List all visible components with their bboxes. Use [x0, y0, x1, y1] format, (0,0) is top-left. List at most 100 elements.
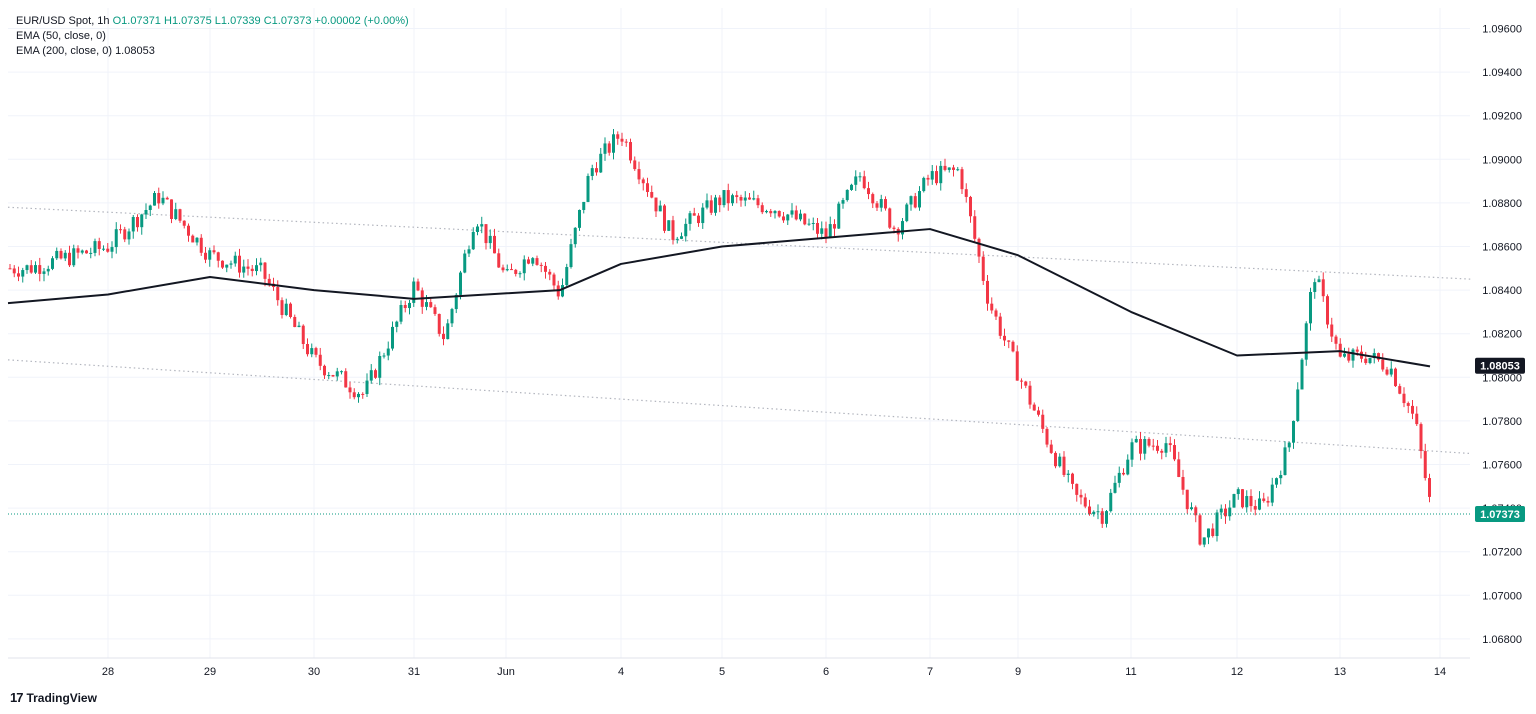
candle-body: [246, 266, 250, 269]
candle-body: [1224, 508, 1227, 517]
price-tick-label: 1.09000: [1482, 154, 1522, 166]
candle-body: [620, 138, 624, 142]
candle-body: [803, 213, 807, 225]
candle-body: [905, 204, 909, 222]
candle-body: [1020, 380, 1023, 382]
candle-body: [102, 248, 105, 250]
legend-open: O1.07371: [112, 15, 161, 27]
candle-body: [429, 302, 433, 308]
candle-body: [276, 287, 280, 301]
candle-body: [89, 252, 93, 254]
candle-body: [127, 231, 131, 240]
time-tick-label: 11: [1125, 666, 1136, 678]
time-tick-label: 5: [719, 666, 725, 678]
candle-body: [837, 203, 841, 229]
candle-body: [769, 211, 773, 214]
candle-body: [624, 141, 628, 143]
candle-body: [862, 176, 866, 189]
candle-body: [1028, 385, 1032, 405]
candle-body: [335, 371, 339, 377]
candle-body: [1364, 358, 1368, 364]
candle-body: [650, 192, 654, 198]
candle-body: [1024, 381, 1028, 386]
candle-body: [680, 236, 683, 239]
candle-body: [1423, 451, 1427, 479]
time-tick-label: 13: [1334, 666, 1346, 678]
candle-body: [998, 316, 1002, 336]
candle-body: [318, 354, 322, 366]
legend-ema50[interactable]: EMA (50, close, 0): [16, 29, 409, 44]
legend-high: H1.07375: [164, 15, 212, 27]
candle-body: [1415, 413, 1419, 425]
candle-body: [697, 215, 700, 224]
candle-body: [119, 229, 122, 231]
candle-body: [148, 205, 152, 210]
price-tick-label: 1.09400: [1482, 67, 1522, 79]
candle-body: [1381, 359, 1385, 370]
candle-body: [29, 265, 33, 273]
candle-body: [964, 189, 968, 197]
candle-body: [361, 393, 365, 395]
candle-body: [752, 198, 756, 200]
candle-body: [913, 196, 917, 208]
candle-body: [1117, 472, 1121, 483]
candle-body: [221, 260, 224, 268]
candle-body: [484, 224, 488, 244]
candle-body: [922, 177, 926, 192]
candle-body: [952, 167, 955, 170]
candle-body: [208, 250, 212, 260]
candle-body: [408, 302, 411, 309]
candle-body: [820, 228, 824, 234]
candle-body: [667, 220, 671, 231]
candle-body: [1058, 456, 1062, 467]
candle-body: [824, 228, 828, 238]
candle-body: [663, 205, 666, 231]
price-tick-label: 1.07800: [1482, 416, 1522, 428]
candles: [8, 129, 1431, 548]
candle-body: [212, 250, 216, 253]
candle-body: [1368, 358, 1372, 364]
candle-body: [161, 197, 165, 204]
candle-body: [1309, 291, 1312, 324]
candle-body: [399, 305, 403, 322]
candle-body: [629, 142, 632, 161]
tradingview-logo[interactable]: 17 TradingView: [10, 690, 97, 705]
candle-body: [799, 213, 802, 220]
candle-body: [76, 248, 80, 253]
candle-body: [1389, 368, 1393, 375]
candle-body: [1202, 537, 1206, 545]
candle-body: [144, 209, 148, 215]
candle-body: [182, 220, 186, 226]
candle-body: [501, 267, 505, 271]
time-tick-label: 31: [408, 666, 420, 678]
candle-body: [1402, 393, 1406, 404]
candle-body: [1130, 442, 1134, 460]
candle-body: [21, 270, 25, 277]
candle-body: [943, 165, 947, 170]
candle-body: [569, 244, 573, 268]
candle-body: [17, 273, 20, 277]
candle-body: [1207, 528, 1210, 538]
candle-body: [263, 262, 267, 279]
candle-body: [331, 375, 335, 377]
legend-ema200[interactable]: EMA (200, close, 0) 1.08053: [16, 44, 409, 59]
candle-body: [505, 269, 509, 271]
candle-body: [301, 325, 305, 345]
candle-body: [888, 208, 892, 228]
candle-body: [267, 278, 271, 284]
candle-body: [454, 294, 458, 310]
candle-body: [1062, 456, 1066, 475]
last-price-badge-box: [1475, 505, 1525, 522]
price-tick-label: 1.08400: [1482, 285, 1522, 297]
candle-body: [1134, 438, 1138, 443]
candle-body: [157, 193, 161, 204]
candle-body: [641, 179, 645, 184]
candle-body: [131, 217, 135, 232]
legend-ema200-label: EMA (200, close, 0): [16, 45, 112, 57]
candle-body: [433, 307, 437, 314]
candle-body: [437, 313, 441, 334]
candle-body: [1428, 478, 1431, 497]
price-tick-label: 1.08000: [1482, 372, 1522, 384]
candle-body: [1092, 511, 1096, 515]
